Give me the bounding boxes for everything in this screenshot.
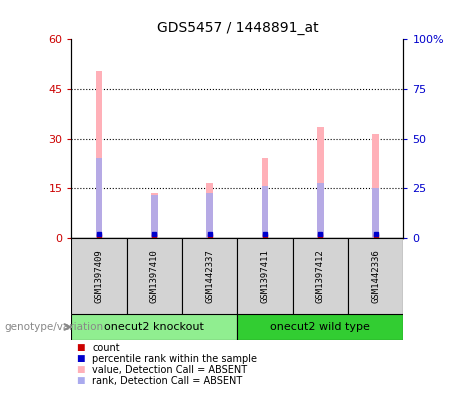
Text: genotype/variation: genotype/variation [5, 322, 104, 332]
Bar [71, 238, 127, 314]
Text: GSM1397409: GSM1397409 [95, 249, 104, 303]
Bar [262, 187, 268, 238]
Bar [317, 183, 324, 238]
Bar [372, 134, 379, 238]
Text: GSM1442337: GSM1442337 [205, 249, 214, 303]
Bar [237, 238, 293, 314]
Text: count: count [92, 343, 120, 353]
Bar [207, 183, 213, 238]
Bar [96, 71, 102, 238]
Text: ■: ■ [77, 343, 85, 352]
Text: GSM1442336: GSM1442336 [371, 249, 380, 303]
Bar [372, 188, 379, 238]
Bar [151, 195, 158, 238]
Text: GSM1397410: GSM1397410 [150, 249, 159, 303]
Text: ■: ■ [77, 354, 85, 363]
Bar [71, 314, 237, 340]
Text: GSM1397411: GSM1397411 [260, 249, 270, 303]
Bar [127, 238, 182, 314]
Text: ■: ■ [77, 376, 85, 385]
Text: onecut2 knockout: onecut2 knockout [105, 322, 204, 332]
Bar [96, 158, 102, 238]
Text: rank, Detection Call = ABSENT: rank, Detection Call = ABSENT [92, 376, 242, 386]
Bar [317, 127, 324, 238]
Bar [207, 193, 213, 238]
Bar [151, 193, 158, 238]
Title: GDS5457 / 1448891_at: GDS5457 / 1448891_at [157, 22, 318, 35]
Text: onecut2 wild type: onecut2 wild type [271, 322, 370, 332]
Text: ■: ■ [77, 365, 85, 374]
Bar [262, 158, 268, 238]
Bar [293, 238, 348, 314]
Bar [182, 238, 237, 314]
Bar [237, 314, 403, 340]
Text: percentile rank within the sample: percentile rank within the sample [92, 354, 257, 364]
Text: value, Detection Call = ABSENT: value, Detection Call = ABSENT [92, 365, 247, 375]
Bar [348, 238, 403, 314]
Text: GSM1397412: GSM1397412 [316, 249, 325, 303]
